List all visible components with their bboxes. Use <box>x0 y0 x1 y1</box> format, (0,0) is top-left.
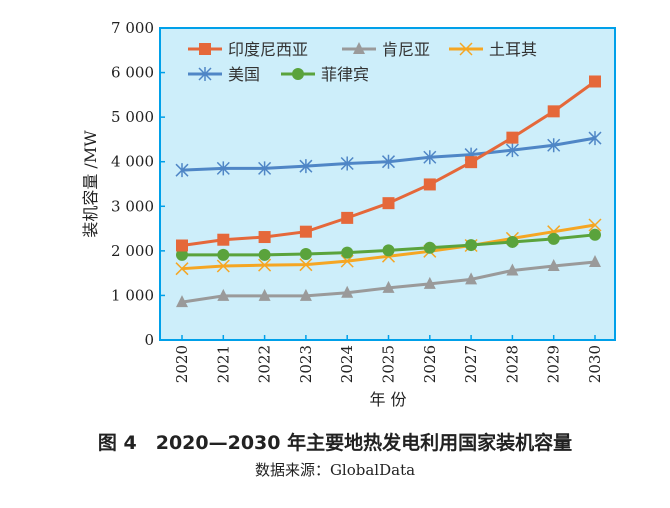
asterisk-marker <box>258 161 272 176</box>
x-tick-label: 2029 <box>545 345 563 383</box>
triangle-marker <box>217 288 230 301</box>
x-marker <box>258 258 272 272</box>
circle-marker <box>217 248 230 261</box>
asterisk-marker <box>216 161 230 176</box>
x-tick-label: 2026 <box>421 345 439 383</box>
y-tick-label: 0 <box>144 331 154 349</box>
y-axis-label: 装机容量 /MW <box>81 130 100 238</box>
x-marker <box>175 262 189 276</box>
x-tick-label: 2021 <box>214 345 232 383</box>
series-1 <box>176 255 601 308</box>
x-axis-label: 年 份 <box>369 390 406 409</box>
square-marker <box>506 131 519 144</box>
circle-marker <box>547 232 560 245</box>
triangle-marker <box>589 255 601 267</box>
y-tick-label: 5 000 <box>111 108 154 126</box>
square-marker <box>176 239 188 252</box>
x-marker <box>588 218 602 232</box>
square-marker <box>199 43 211 55</box>
y-tick-label: 4 000 <box>111 153 154 171</box>
circle-marker <box>465 239 478 252</box>
x-tick-label: 2020 <box>173 345 191 383</box>
circle-marker <box>382 244 395 257</box>
triangle-marker <box>341 285 354 298</box>
x-tick-label: 2024 <box>338 345 356 383</box>
triangle-marker <box>423 276 436 289</box>
legend-item: 肯尼亚 <box>342 40 430 59</box>
circle-marker <box>506 235 519 248</box>
square-marker <box>547 105 560 118</box>
asterisk-marker <box>198 67 212 81</box>
square-marker <box>423 178 436 191</box>
square-marker <box>589 75 601 88</box>
triangle-marker <box>382 280 395 293</box>
legend-item: 菲律宾 <box>281 65 369 84</box>
circle-marker <box>258 248 271 261</box>
triangle-marker <box>176 295 188 308</box>
legend-label: 印度尼西亚 <box>228 40 308 59</box>
square-marker <box>217 233 230 246</box>
triangle-marker <box>299 288 312 301</box>
triangle-marker <box>258 288 271 301</box>
figure-title: 图 4 2020—2030 年主要地热发电利用国家装机容量 <box>97 432 573 454</box>
series-4 <box>176 228 601 261</box>
asterisk-marker <box>299 159 313 174</box>
x-marker <box>216 259 230 273</box>
legend-label: 土耳其 <box>489 40 537 59</box>
asterisk-marker <box>381 154 396 169</box>
circle-marker <box>341 246 354 259</box>
x-tick-label: 2028 <box>503 345 521 383</box>
x-tick-label: 2027 <box>462 345 480 383</box>
legend-label: 菲律宾 <box>321 65 369 84</box>
asterisk-marker <box>423 150 437 165</box>
x-marker <box>459 42 473 56</box>
legend-item: 美国 <box>188 65 260 84</box>
legend-item: 印度尼西亚 <box>188 40 308 59</box>
asterisk-marker <box>547 138 561 153</box>
legend-label: 肯尼亚 <box>382 40 430 59</box>
square-marker <box>465 156 478 169</box>
y-tick-label: 7 000 <box>111 19 154 37</box>
asterisk-marker <box>340 156 354 171</box>
triangle-marker <box>353 42 365 54</box>
square-marker <box>382 197 395 210</box>
y-tick-label: 3 000 <box>111 197 154 215</box>
circle-marker <box>292 68 304 80</box>
circle-marker <box>589 228 601 241</box>
triangle-marker <box>547 259 560 272</box>
triangle-marker <box>506 263 519 276</box>
triangle-marker <box>465 272 478 285</box>
series-0 <box>176 75 601 252</box>
y-tick-label: 1 000 <box>111 286 154 304</box>
asterisk-marker <box>505 143 519 158</box>
square-marker <box>299 225 312 238</box>
square-marker <box>341 211 354 224</box>
legend-label: 美国 <box>228 65 260 84</box>
circle-marker <box>423 241 436 254</box>
y-tick-label: 6 000 <box>111 64 154 82</box>
figure-source: 数据来源：GlobalData <box>254 461 416 479</box>
circle-marker <box>176 248 188 261</box>
x-tick-label: 2023 <box>297 345 315 383</box>
square-marker <box>258 231 271 244</box>
asterisk-marker <box>588 131 602 146</box>
x-tick-label: 2025 <box>380 345 398 383</box>
asterisk-marker <box>175 163 189 178</box>
y-tick-label: 2 000 <box>111 242 154 260</box>
series-3 <box>175 131 602 178</box>
circle-marker <box>299 247 312 260</box>
legend-item: 土耳其 <box>449 40 537 59</box>
x-tick-label: 2022 <box>256 345 274 383</box>
x-marker <box>299 258 313 272</box>
x-tick-label: 2030 <box>586 345 604 383</box>
